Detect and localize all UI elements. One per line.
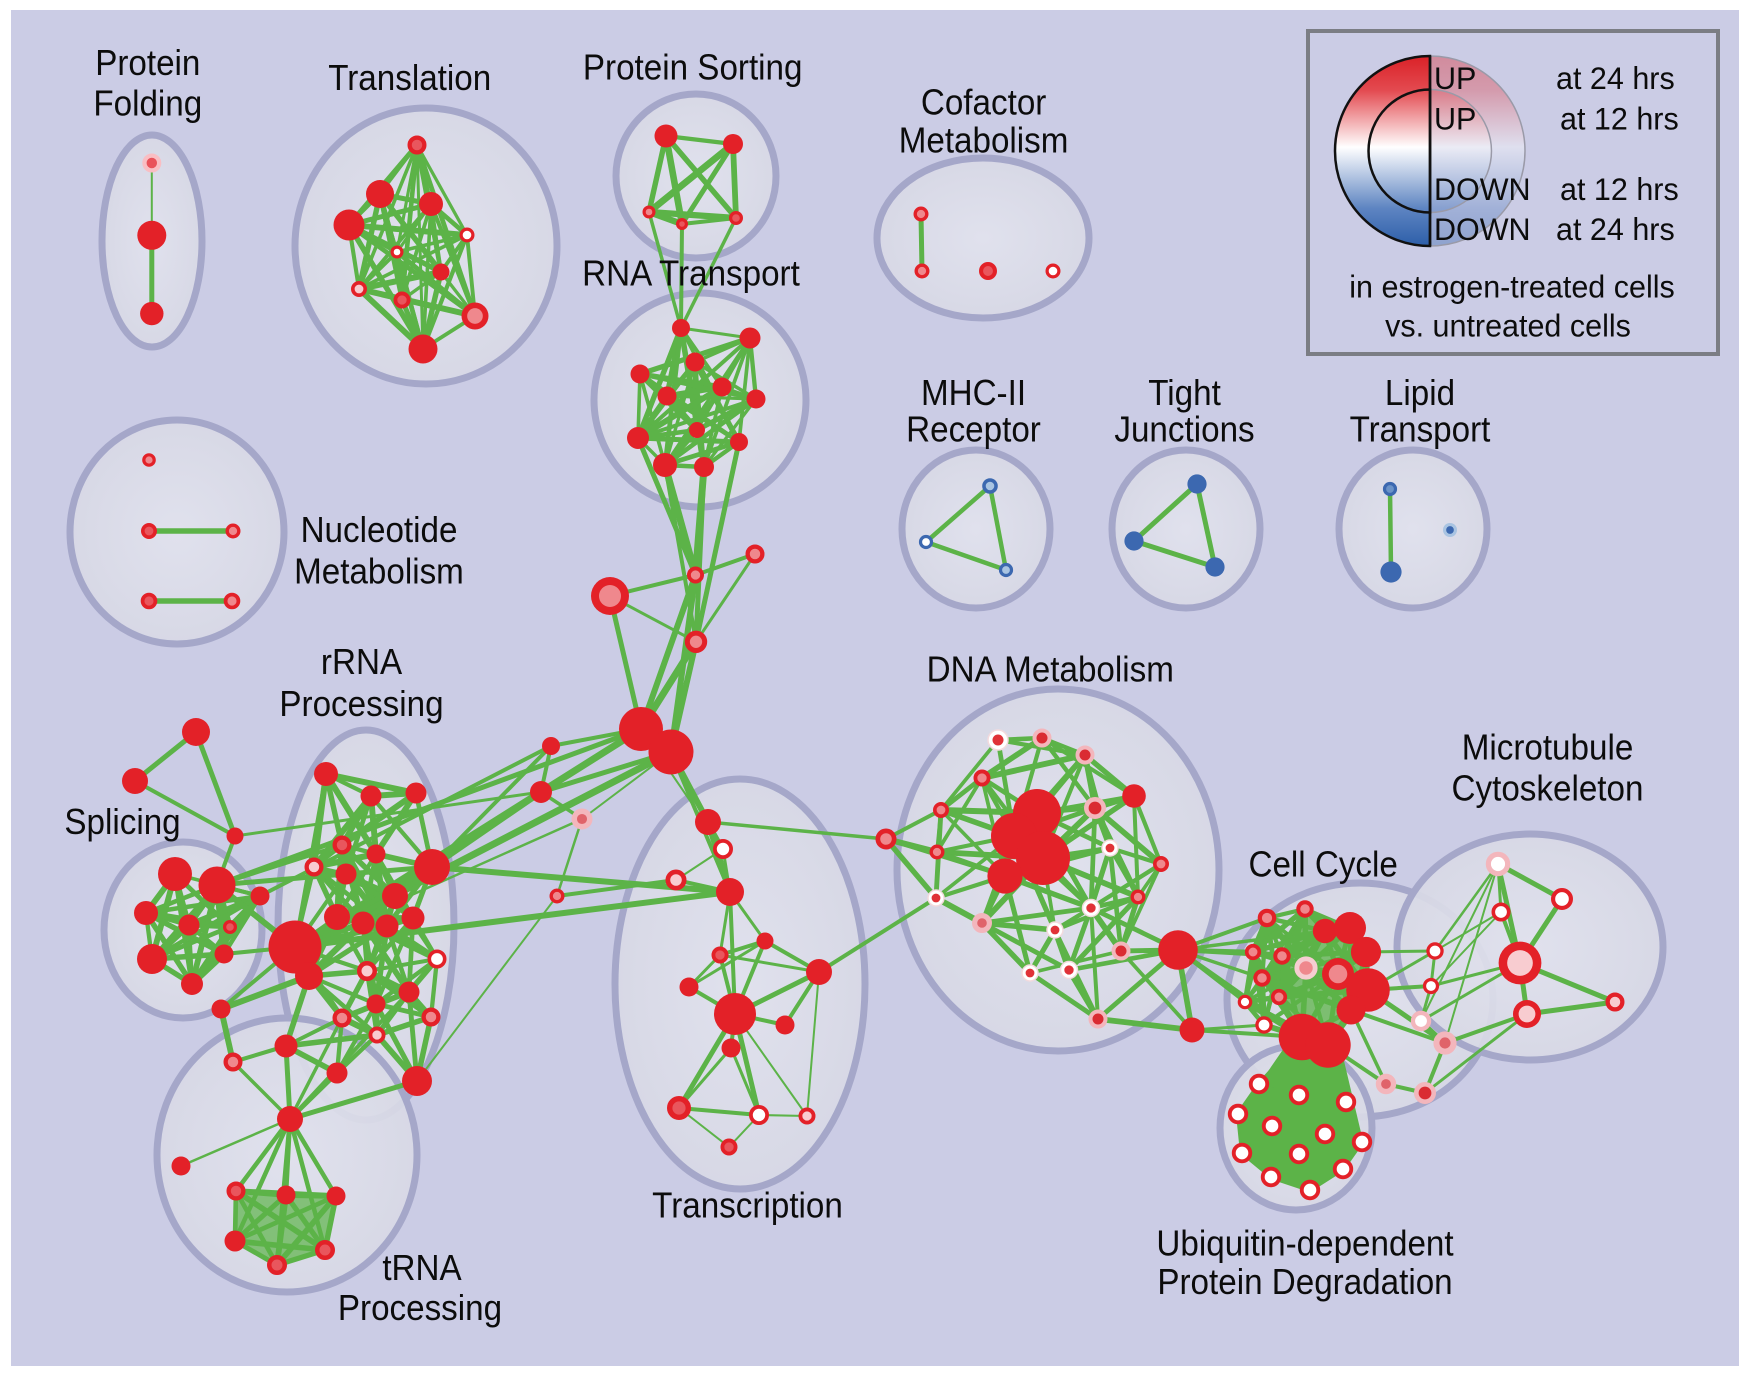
svg-text:DOWN: DOWN — [1434, 171, 1531, 207]
svg-text:Cytoskeleton: Cytoskeleton — [1452, 768, 1644, 809]
svg-text:Cofactor: Cofactor — [921, 82, 1047, 123]
svg-text:Translation: Translation — [328, 57, 491, 98]
svg-text:tRNA: tRNA — [382, 1247, 462, 1288]
svg-text:rRNA: rRNA — [321, 641, 403, 682]
svg-text:Nucleotide: Nucleotide — [301, 509, 458, 550]
svg-text:at 24 hrs: at 24 hrs — [1556, 211, 1675, 247]
svg-text:DOWN: DOWN — [1434, 211, 1531, 247]
svg-text:MHC-II: MHC-II — [921, 372, 1026, 413]
svg-text:at 12 hrs: at 12 hrs — [1560, 171, 1679, 207]
svg-text:Ubiquitin-dependent: Ubiquitin-dependent — [1156, 1223, 1453, 1264]
svg-text:Metabolism: Metabolism — [294, 551, 464, 592]
svg-text:Folding: Folding — [93, 83, 202, 124]
svg-text:Metabolism: Metabolism — [899, 120, 1069, 161]
svg-text:Transport: Transport — [1350, 409, 1491, 450]
svg-text:Protein Sorting: Protein Sorting — [583, 46, 803, 87]
svg-text:Protein Degradation: Protein Degradation — [1157, 1261, 1452, 1302]
svg-text:UP: UP — [1434, 60, 1476, 96]
svg-text:at 12 hrs: at 12 hrs — [1560, 101, 1679, 137]
svg-text:Protein: Protein — [95, 42, 200, 83]
svg-text:Microtubule: Microtubule — [1462, 727, 1634, 768]
svg-text:DNA Metabolism: DNA Metabolism — [927, 649, 1174, 690]
svg-text:Transcription: Transcription — [652, 1185, 843, 1226]
svg-text:vs. untreated cells: vs. untreated cells — [1385, 307, 1631, 343]
svg-text:Processing: Processing — [279, 683, 443, 724]
svg-text:Processing: Processing — [338, 1287, 502, 1328]
svg-text:Lipid: Lipid — [1385, 372, 1455, 413]
svg-text:RNA Transport: RNA Transport — [582, 253, 800, 294]
svg-text:UP: UP — [1434, 101, 1476, 137]
svg-text:Tight: Tight — [1148, 372, 1221, 413]
svg-text:Receptor: Receptor — [906, 409, 1041, 450]
svg-text:in estrogen-treated cells: in estrogen-treated cells — [1349, 269, 1675, 305]
svg-text:Junctions: Junctions — [1114, 409, 1254, 450]
svg-text:Splicing: Splicing — [64, 801, 180, 842]
svg-text:at 24 hrs: at 24 hrs — [1556, 60, 1675, 96]
svg-text:Cell Cycle: Cell Cycle — [1248, 844, 1397, 885]
